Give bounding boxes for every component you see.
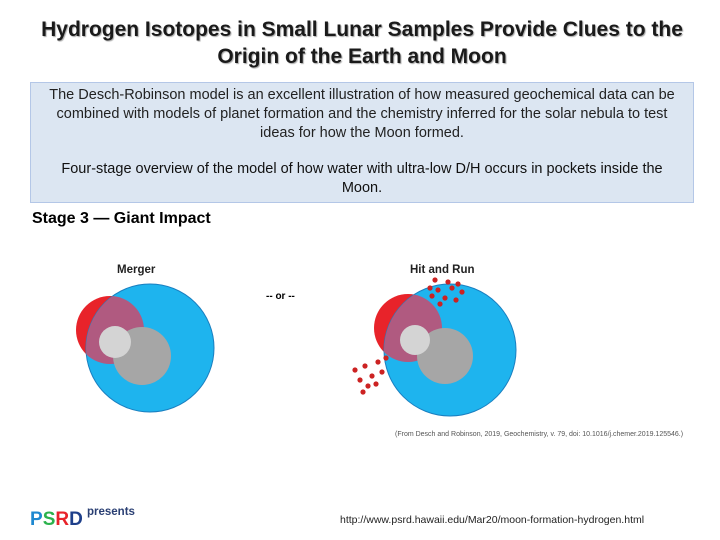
impact-diagram [76, 277, 517, 417]
intro-text: The Desch-Robinson model is an excellent… [49, 87, 675, 141]
merger-label: Merger [117, 264, 156, 276]
debris-upper [427, 277, 465, 307]
debris-lower [352, 355, 389, 395]
stage-heading: Stage 3 — Giant Impact [32, 210, 211, 227]
logo-letter-s: S [42, 509, 56, 530]
psrd-letters: PSRD [30, 509, 83, 531]
logo-presents: presents [87, 506, 135, 518]
hit-run-impactor-core [400, 325, 430, 355]
hit-and-run-label: Hit and Run [410, 264, 475, 276]
logo-letter-r: R [55, 509, 70, 530]
logo-letter-p: P [30, 509, 43, 530]
hit-and-run-diagram [374, 283, 517, 417]
overview-text: Four-stage overview of the model of how … [61, 161, 663, 196]
psrd-logo: PSRD presents [30, 506, 160, 530]
or-separator: -- or -- [266, 291, 295, 302]
giant-impact-figure: Merger Hit and Run -- or -- [60, 258, 720, 448]
slide-title: Hydrogen Isotopes in Small Lunar Samples… [41, 18, 683, 68]
hit-run-earth-core [417, 328, 473, 384]
figure-citation: (From Desch and Robinson, 2019, Geochemi… [395, 431, 684, 438]
info-box: The Desch-Robinson model is an excellent… [30, 82, 694, 203]
logo-letter-d: D [69, 509, 83, 530]
merger-impactor-core [99, 326, 131, 358]
merger-diagram [76, 283, 215, 413]
source-url[interactable]: http://www.psrd.hawaii.edu/Mar20/moon-fo… [340, 514, 645, 526]
